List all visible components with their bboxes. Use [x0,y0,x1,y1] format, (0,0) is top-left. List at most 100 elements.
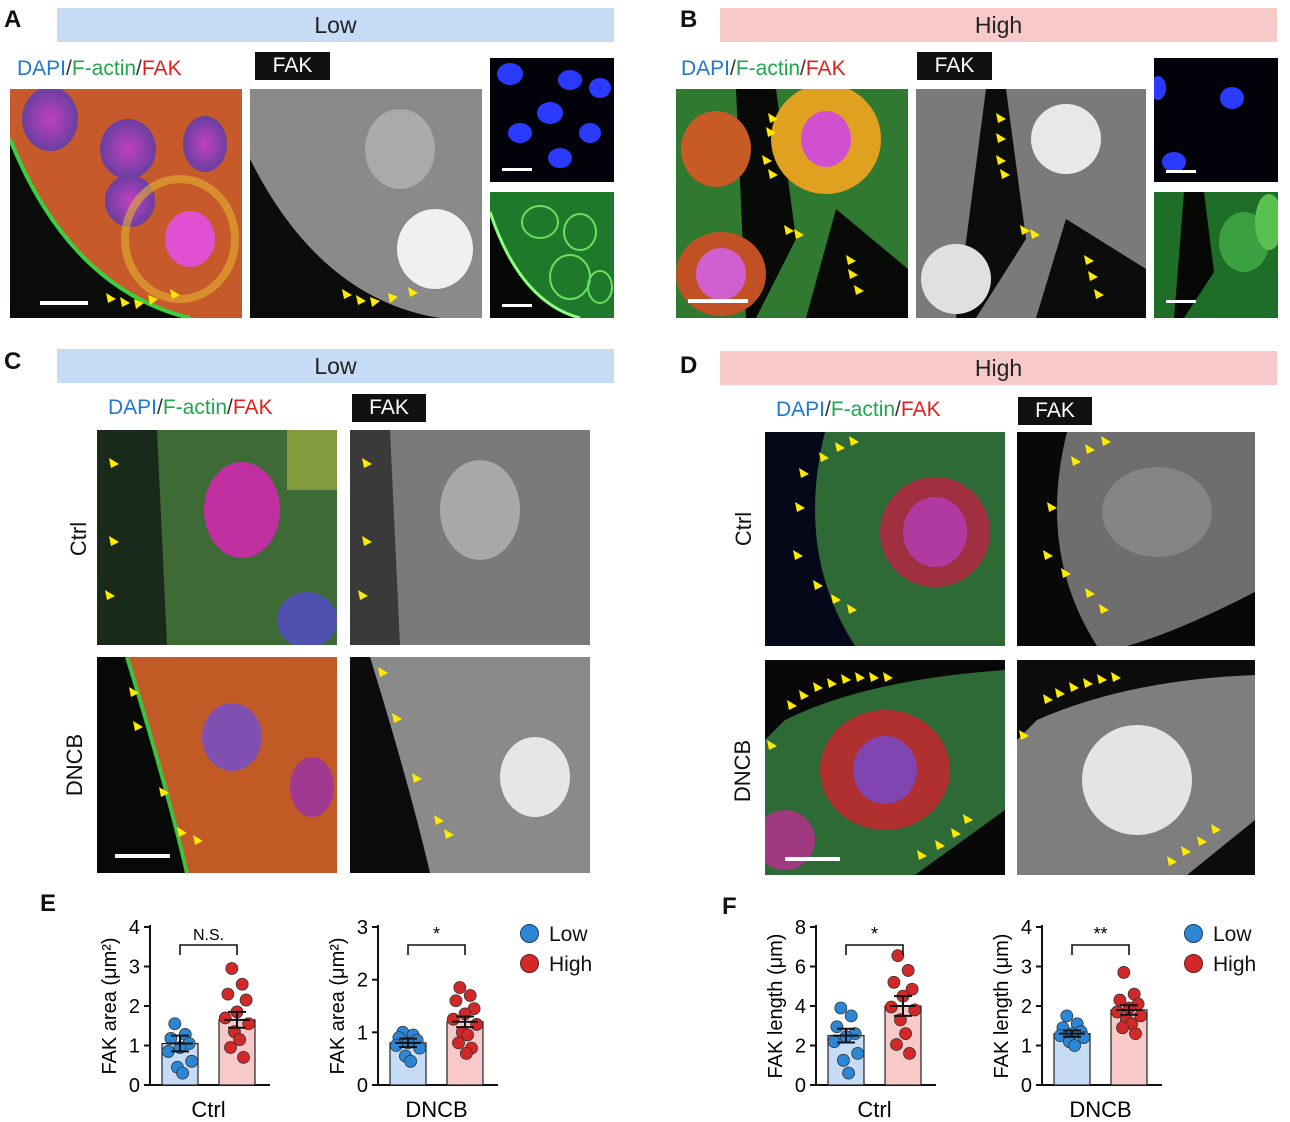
y-tick-label: 0 [1021,1075,1032,1097]
y-tick-label: 2 [129,996,140,1018]
legend-label-high: High [549,953,593,976]
data-point-low [1060,1009,1074,1023]
stain-legend-b: DAPI/F-actin/FAK [681,57,846,81]
micrograph-b-fak [916,89,1146,318]
y-tick-label: 4 [795,996,806,1018]
y-axis-label: FAK area (μm²) [327,937,349,1074]
data-point-high [891,949,905,963]
data-point-high [453,981,467,994]
micrograph-b-actin [1154,192,1278,318]
data-point-high [899,1027,913,1041]
significance-label: * [871,924,878,944]
banner-low-a: Low [57,8,614,42]
significance-bracket [179,944,238,955]
data-point-high [239,993,253,1007]
y-tick-label: 4 [1021,917,1032,939]
significance-label: N.S. [193,927,224,944]
y-tick-label: 0 [129,1075,140,1097]
bar-chart-e-ctrl: FAK area (μm²) 0 1 2 3 4 N.S. Ctrl [99,917,270,1122]
micrograph-a-dapi [490,58,614,182]
data-point-high [1117,966,1131,979]
y-axis-label: FAK length (μm) [991,934,1013,1079]
data-point-high [459,1046,473,1060]
data-point-high [233,1033,247,1046]
stain-actin: F-actin [830,398,896,421]
panel-label-f: F [722,893,737,920]
data-point-high [224,1041,237,1054]
legend-dot-high [1184,954,1203,973]
legend-label-high: High [1213,953,1257,976]
data-point-high [235,977,249,991]
y-tick-label: 2 [795,1036,806,1058]
legend-item-high: High [1184,950,1256,980]
micrograph-b-dapi [1154,58,1278,182]
data-point-high [1129,1027,1142,1041]
data-point-low [837,1053,850,1067]
row-label-ctrl-d: Ctrl [731,511,756,547]
significance-label: ** [1093,924,1107,944]
x-axis-label: DNCB [405,1097,467,1122]
data-point-high [1113,993,1127,1007]
data-point-high [463,989,477,1002]
data-point-low [1068,1039,1081,1052]
y-tick-label: 1 [129,1036,140,1058]
data-point-high [446,1012,460,1026]
data-point-high [470,1018,484,1031]
micrograph-a-merge [10,89,242,318]
panel-label-a: A [4,6,22,33]
stain-actin: F-actin [162,396,228,419]
micrograph-d-dncb-fak [1017,660,1255,875]
significance-bracket [407,944,466,955]
fak-channel-label-a: FAK [255,52,330,80]
fak-channel-label-d: FAK [1018,397,1092,425]
legend-item-high: High [520,950,592,980]
data-point-high [1116,1021,1129,1035]
data-point-high [887,975,901,989]
y-tick-label: 2 [357,970,368,992]
stain-sep: / [157,396,163,419]
stain-dapi: DAPI [681,57,731,80]
bar-chart-f-ctrl: FAK length (μm) 0 2 4 6 8 * Ctrl [765,917,936,1122]
data-point-low [830,1020,844,1034]
legend-dot-low [520,924,539,943]
data-point-high [237,1050,250,1064]
stain-sep: / [730,57,736,80]
data-point-high [461,1028,475,1042]
fak-channel-label-c: FAK [352,394,426,422]
data-point-low [389,1039,403,1052]
significance-bracket [1071,944,1130,955]
banner-high-d: High [720,351,1277,385]
y-tick-label: 8 [795,917,806,939]
y-tick-label: 1 [357,1022,368,1044]
data-point-low [1053,1029,1067,1043]
micrograph-a-actin [490,192,614,318]
y-tick-label: 0 [795,1075,806,1097]
micrograph-b-merge [676,89,908,318]
banner-high-b: High [720,8,1277,42]
micrograph-c-dncb-merge [97,657,337,873]
data-point-high [449,994,463,1008]
stain-sep: / [136,57,142,80]
x-axis-label: Ctrl [191,1097,225,1122]
significance-label: * [433,924,440,944]
data-point-low [185,1054,199,1068]
y-axis-label: FAK area (μm²) [99,937,121,1074]
stain-sep: / [66,57,72,80]
stain-dapi: DAPI [776,398,826,421]
stain-actin: F-actin [71,57,137,80]
data-point-high [225,962,239,975]
micrograph-d-dncb-merge [765,660,1005,875]
y-tick-label: 3 [129,957,140,979]
y-tick-label: 6 [795,957,806,979]
micrograph-d-ctrl-merge [765,432,1005,646]
legend-dot-low [1184,924,1203,943]
stain-legend-c: DAPI/F-actin/FAK [108,396,273,420]
fak-channel-label-b: FAK [917,52,992,80]
legend-item-low: Low [520,920,592,950]
data-point-high [903,1046,916,1060]
y-tick-label: 1 [1021,1036,1032,1058]
data-point-low [844,1009,858,1023]
y-tick-label: 4 [129,917,140,939]
data-point-low [834,1001,848,1015]
data-point-low [404,1054,417,1068]
